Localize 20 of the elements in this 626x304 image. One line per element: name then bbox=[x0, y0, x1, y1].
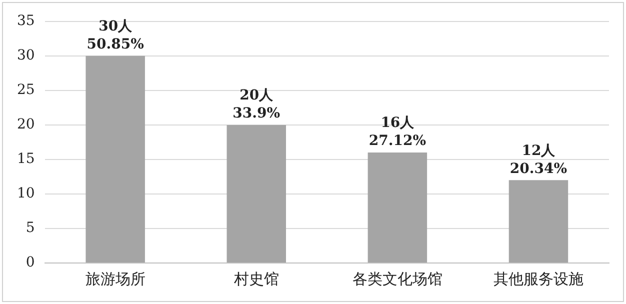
data-label: 12人 20.34% bbox=[510, 142, 568, 177]
y-tick-label: 5 bbox=[26, 220, 35, 236]
bar bbox=[508, 180, 568, 262]
y-tick-label: 10 bbox=[16, 186, 35, 202]
bar bbox=[86, 56, 145, 262]
data-label: 20人 33.9% bbox=[232, 88, 280, 122]
bar bbox=[226, 124, 286, 262]
x-tick-label: 各类文化场馆 bbox=[352, 270, 442, 288]
x-tick-label: 村史馆 bbox=[232, 270, 279, 288]
data-label: 16人 27.12% bbox=[368, 115, 426, 150]
y-tick-label: 20 bbox=[16, 116, 35, 133]
y-tick-label: 15 bbox=[16, 151, 35, 168]
y-tick-label: 0 bbox=[26, 254, 35, 271]
y-tick-label: 25 bbox=[16, 82, 35, 98]
data-label: 30人 50.85% bbox=[86, 18, 144, 53]
x-tick-label: 旅游场所 bbox=[85, 270, 146, 288]
bar bbox=[368, 152, 428, 262]
y-tick-label: 35 bbox=[16, 13, 35, 30]
x-tick-label: 其他服务设施 bbox=[493, 270, 584, 288]
y-tick-label: 30 bbox=[16, 48, 35, 64]
